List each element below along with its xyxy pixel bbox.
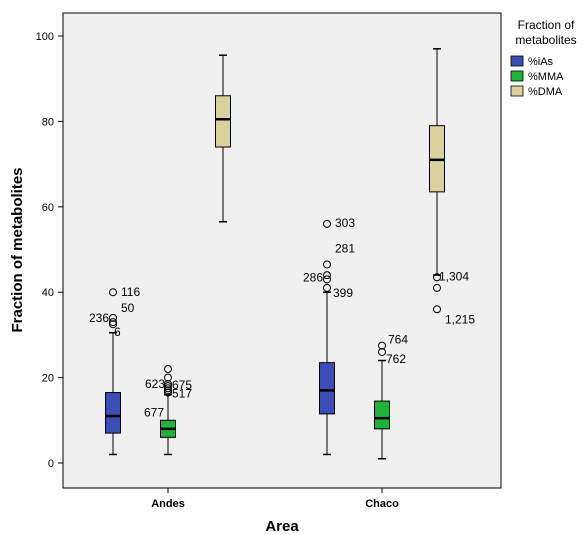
legend-swatch: [510, 85, 524, 97]
outlier-label: 677: [144, 406, 164, 420]
outlier-label: 675: [172, 378, 192, 392]
outlier-label: 236: [89, 311, 109, 325]
outlier-label: 1,304: [439, 269, 469, 283]
y-tick-label: 40: [42, 287, 54, 299]
box-iqr: [105, 392, 121, 434]
outlier-label: 116: [121, 285, 140, 299]
outlier-label: 1,215: [445, 312, 475, 326]
outlier-label: 50: [121, 301, 135, 315]
x-tick-label: Chaco: [365, 498, 399, 510]
outlier-point: [164, 384, 172, 393]
outlier-label: 623: [145, 377, 165, 391]
outlier-point: [433, 273, 441, 282]
outlier-point: [109, 320, 117, 329]
outlier-point: [164, 365, 172, 374]
box-ias-andes: 116 50 236 6: [89, 285, 140, 456]
y-tick-label: 100: [36, 31, 54, 43]
outlier-point: [378, 341, 386, 350]
outlier-point: [323, 260, 331, 269]
y-tick-label: 0: [48, 458, 54, 470]
outlier-point: [164, 388, 172, 397]
outlier-point: [109, 313, 117, 322]
outlier-point: [109, 288, 117, 297]
outlier-point: [109, 318, 117, 327]
y-axis: 0 20 40 60 80 100: [36, 31, 63, 470]
box-dma-andes: [215, 54, 231, 223]
legend-swatch: [510, 55, 524, 67]
outlier-label: 303: [335, 216, 355, 230]
legend-title-line-2: metabolites: [515, 33, 576, 47]
outlier-point: [378, 347, 386, 356]
y-tick-label: 80: [42, 116, 54, 128]
legend-swatch: [510, 70, 524, 82]
outlier-label: 762: [386, 352, 406, 366]
y-axis-title: Fraction of metabolites: [9, 167, 26, 332]
outlier-label: 764: [388, 333, 408, 347]
y-tick-label: 20: [42, 373, 54, 385]
x-axis: Andes Chaco: [151, 488, 399, 510]
outlier-point: [323, 283, 331, 292]
box-iqr: [319, 362, 335, 415]
outlier-label: 399: [333, 286, 353, 300]
outlier-point: [433, 283, 441, 292]
x-axis-title: Area: [265, 518, 299, 535]
box-dma-chaco: 1,304 1,215: [429, 48, 475, 326]
legend-label: %MMA: [528, 71, 564, 83]
legend-label: %DMA: [528, 86, 563, 98]
legend: Fraction of metabolites %iAs %MMA %DMA: [510, 18, 577, 98]
outlier-point: [433, 305, 441, 314]
outlier-point: [164, 380, 172, 389]
outlier-point: [323, 271, 331, 280]
y-tick-label: 60: [42, 202, 54, 214]
box-iqr: [215, 95, 231, 148]
box-iqr: [374, 400, 390, 430]
outlier-label: 281: [335, 241, 355, 255]
box-mma-andes: 675 623 517 677: [144, 365, 192, 456]
legend-label: %iAs: [528, 56, 554, 68]
outlier-point: [164, 373, 172, 382]
box-ias-chaco: 303 281 286 399: [303, 216, 355, 456]
x-tick-label: Andes: [151, 498, 185, 510]
outlier-label: 286: [303, 270, 323, 284]
outlier-point: [323, 219, 331, 228]
plot-area: [62, 12, 502, 489]
box-group: 1165023663032812863996756235176777647621…: [89, 48, 475, 460]
outlier-point: [164, 386, 172, 395]
outlier-point: [164, 382, 172, 391]
outlier-label: 6: [114, 325, 121, 339]
outlier-label: 517: [172, 386, 192, 400]
outlier-point: [323, 275, 331, 284]
legend-title-line-1: Fraction of: [518, 18, 575, 32]
